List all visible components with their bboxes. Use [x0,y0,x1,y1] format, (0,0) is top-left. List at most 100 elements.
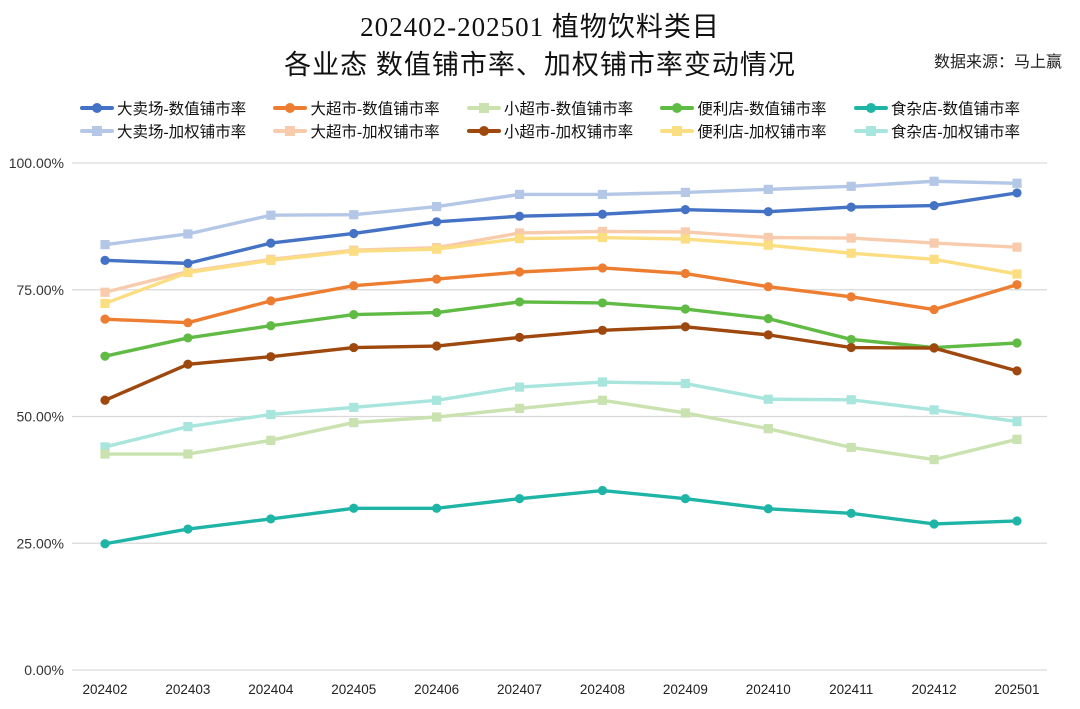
data-point[interactable] [349,246,359,256]
data-point[interactable] [183,258,193,268]
data-point[interactable] [349,402,359,412]
legend-item[interactable]: 小超市-数值铺市率 [466,97,633,119]
data-point[interactable] [100,255,110,265]
data-point[interactable] [432,217,442,227]
data-point[interactable] [597,263,608,273]
data-point[interactable] [763,504,773,514]
data-point[interactable] [1012,416,1022,427]
data-point[interactable] [432,412,442,422]
data-point[interactable] [432,341,442,351]
data-point[interactable] [597,395,608,405]
data-point[interactable] [929,176,939,186]
data-point[interactable] [763,232,773,243]
data-point[interactable] [846,442,856,453]
data-point[interactable] [514,403,525,413]
data-point[interactable] [597,485,608,496]
data-point[interactable] [846,233,856,243]
data-point[interactable] [1012,434,1022,444]
data-point[interactable] [432,244,442,254]
data-point[interactable] [183,359,193,369]
data-point[interactable] [514,267,525,277]
legend-item[interactable]: 便利店-加权铺市率 [660,120,827,142]
data-point[interactable] [846,181,856,191]
data-point[interactable] [846,248,856,258]
data-point[interactable] [266,210,276,220]
data-point[interactable] [763,424,773,434]
data-point[interactable] [349,342,359,353]
data-point[interactable] [1012,188,1022,198]
data-point[interactable] [100,240,110,250]
data-point[interactable] [514,211,525,221]
data-point[interactable] [349,210,359,220]
data-point[interactable] [929,405,939,415]
data-point[interactable] [349,309,359,320]
data-point[interactable] [929,304,939,315]
data-point[interactable] [514,297,525,307]
legend-item[interactable]: 食杂店-数值铺市率 [853,97,1020,119]
legend-item[interactable]: 小超市-加权铺市率 [466,120,633,142]
data-point[interactable] [100,351,110,361]
legend-item[interactable]: 大超市-数值铺市率 [273,97,440,119]
data-point[interactable] [100,449,110,459]
legend-item[interactable]: 便利店-数值铺市率 [660,97,827,119]
data-point[interactable] [680,205,690,215]
data-point[interactable] [763,240,773,250]
data-point[interactable] [929,343,939,353]
data-point[interactable] [349,417,359,428]
data-point[interactable] [183,422,193,432]
data-point[interactable] [266,255,276,265]
legend-item[interactable]: 大卖场-数值铺市率 [80,97,246,119]
data-point[interactable] [183,229,193,239]
data-point[interactable] [183,267,193,278]
data-point[interactable] [597,377,608,387]
data-point[interactable] [100,298,110,309]
data-point[interactable] [1012,178,1022,188]
data-point[interactable] [763,314,773,324]
data-point[interactable] [266,352,276,362]
data-point[interactable] [846,202,856,212]
data-point[interactable] [846,342,856,353]
data-point[interactable] [680,187,690,198]
data-point[interactable] [514,332,525,343]
data-point[interactable] [432,202,442,212]
data-point[interactable] [846,334,856,345]
data-point[interactable] [929,254,939,264]
data-point[interactable] [432,274,442,284]
data-point[interactable] [1012,338,1022,348]
data-point[interactable] [1012,269,1022,279]
data-point[interactable] [1012,366,1022,376]
data-point[interactable] [1012,516,1022,526]
data-point[interactable] [763,207,773,217]
data-point[interactable] [514,189,525,200]
data-point[interactable] [100,287,110,297]
data-point[interactable] [183,333,193,343]
data-point[interactable] [349,228,359,239]
data-point[interactable] [100,442,110,452]
data-point[interactable] [846,292,856,302]
data-point[interactable] [432,503,442,513]
legend-item[interactable]: 大卖场-加权铺市率 [80,120,246,142]
data-point[interactable] [680,304,690,314]
data-point[interactable] [597,232,608,243]
data-point[interactable] [266,514,276,524]
data-point[interactable] [100,314,110,324]
data-point[interactable] [597,189,608,200]
data-point[interactable] [763,184,773,194]
data-point[interactable] [846,508,856,518]
data-point[interactable] [597,298,608,308]
data-point[interactable] [266,321,276,331]
data-point[interactable] [1012,242,1022,252]
data-point[interactable] [680,494,690,504]
data-point[interactable] [929,454,939,465]
data-point[interactable] [432,395,442,405]
data-point[interactable] [680,227,690,237]
data-point[interactable] [266,409,276,420]
data-point[interactable] [1012,280,1022,290]
data-point[interactable] [680,408,690,418]
data-point[interactable] [680,234,690,244]
data-point[interactable] [514,382,525,392]
data-point[interactable] [763,330,773,340]
data-point[interactable] [680,268,690,279]
data-point[interactable] [349,503,359,513]
data-point[interactable] [183,524,193,534]
